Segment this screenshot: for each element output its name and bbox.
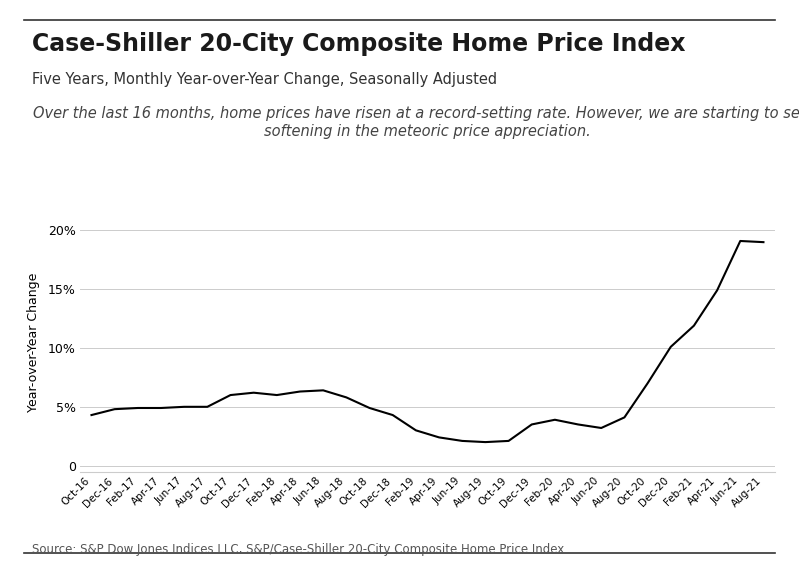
Text: Over the last 16 months, home prices have risen at a record-setting rate. Howeve: Over the last 16 months, home prices hav…	[33, 106, 799, 139]
Y-axis label: Year-over-Year Change: Year-over-Year Change	[26, 273, 39, 412]
Text: Source: S&P Dow Jones Indices LLC, S&P/Case-Shiller 20-City Composite Home Price: Source: S&P Dow Jones Indices LLC, S&P/C…	[32, 543, 564, 557]
Text: Case-Shiller 20-City Composite Home Price Index: Case-Shiller 20-City Composite Home Pric…	[32, 32, 686, 56]
Text: Five Years, Monthly Year-over-Year Change, Seasonally Adjusted: Five Years, Monthly Year-over-Year Chang…	[32, 72, 497, 87]
